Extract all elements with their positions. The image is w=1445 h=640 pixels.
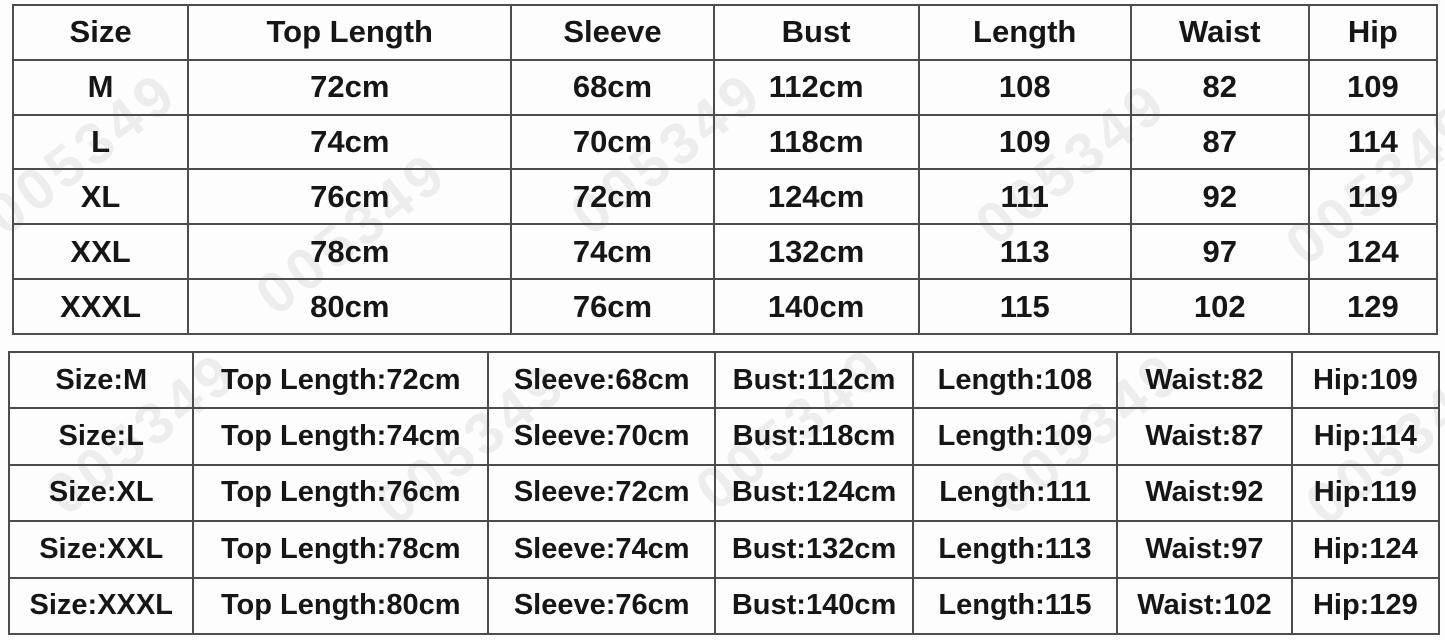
column-header: Bust	[712, 4, 920, 61]
table-row: Size:XXL Top Length:78cm Sleeve:74cm Bust:1…	[7, 520, 1441, 579]
table-cell: Top Length:72cm	[192, 350, 490, 410]
size-chart-grid-body: Size Top Length Sleeve Bust Length Waist Hip M 7…	[11, 4, 1439, 335]
table-cell: Length:111	[911, 463, 1119, 523]
table-cell: 109	[1307, 58, 1439, 116]
table-cell: Length:108	[911, 350, 1119, 410]
header-row: Size Top Length Sleeve Bust Length Waist Hip	[11, 4, 1439, 61]
table-cell: Length:113	[911, 520, 1119, 579]
table-cell: L	[11, 113, 190, 171]
column-header: Hip	[1307, 4, 1439, 61]
table-cell: Size:M	[7, 350, 195, 410]
table-cell: 109	[917, 113, 1132, 171]
table-cell: 129	[1307, 278, 1439, 335]
table-cell: Size:XXL	[7, 520, 195, 579]
table-row: Size:XL Top Length:76cm Sleeve:72cm Bust:12…	[7, 463, 1441, 523]
size-chart-grid-table: Size Top Length Sleeve Bust Length Waist Hip M 7…	[11, 4, 1439, 335]
table-cell: Waist:102	[1116, 576, 1293, 636]
table-cell: Waist:97	[1116, 520, 1293, 579]
table-cell: 70cm	[510, 113, 715, 171]
table-row: XL 76cm 72cm 124cm 111 92 119	[11, 168, 1439, 226]
table-cell: Size:XXXL	[7, 576, 195, 636]
table-cell: Sleeve:76cm	[487, 576, 717, 636]
table-cell: Hip:114	[1290, 407, 1441, 466]
table-cell: 111	[917, 168, 1132, 226]
table-cell: Top Length:80cm	[192, 576, 490, 636]
table-cell: 68cm	[510, 58, 715, 116]
table-cell: 113	[917, 223, 1132, 281]
table-cell: Sleeve:74cm	[487, 520, 717, 579]
table-cell: XXL	[11, 223, 190, 281]
table-cell: Bust:112cm	[714, 350, 914, 410]
table-row: L 74cm 70cm 118cm 109 87 114	[11, 113, 1439, 171]
table-cell: 114	[1307, 113, 1439, 171]
table-cell: Bust:124cm	[714, 463, 914, 523]
table-cell: Waist:92	[1116, 463, 1293, 523]
size-chart-labeled-body: Size:M Top Length:72cm Sleeve:68cm Bust:112…	[7, 350, 1441, 636]
table-cell: Bust:132cm	[714, 520, 914, 579]
table-cell: 124	[1307, 223, 1439, 281]
table-cell: 97	[1129, 223, 1310, 281]
column-header: Sleeve	[510, 4, 715, 61]
table-cell: Top Length:74cm	[192, 407, 490, 466]
table-cell: Top Length:78cm	[192, 520, 490, 579]
table-cell: 118cm	[712, 113, 920, 171]
table-cell: Top Length:76cm	[192, 463, 490, 523]
table-cell: Sleeve:68cm	[487, 350, 717, 410]
table-cell: Bust:118cm	[714, 407, 914, 466]
table-cell: Hip:109	[1290, 350, 1441, 410]
table-cell: 76cm	[510, 278, 715, 335]
table-cell: 72cm	[510, 168, 715, 226]
table-row: Size:L Top Length:74cm Sleeve:70cm Bust:118…	[7, 407, 1441, 466]
table-cell: Sleeve:70cm	[487, 407, 717, 466]
table-cell: XXXL	[11, 278, 190, 335]
column-header: Size	[11, 4, 190, 61]
table-cell: Waist:82	[1116, 350, 1293, 410]
table-row: Size:M Top Length:72cm Sleeve:68cm Bust:112…	[7, 350, 1441, 410]
table-row: Size:XXXL Top Length:80cm Sleeve:76cm Bust:…	[7, 576, 1441, 636]
table-cell: 87	[1129, 113, 1310, 171]
table-cell: Waist:87	[1116, 407, 1293, 466]
table-row: XXL 78cm 74cm 132cm 113 97 124	[11, 223, 1439, 281]
table-cell: 102	[1129, 278, 1310, 335]
table-cell: 124cm	[712, 168, 920, 226]
table-cell: Size:L	[7, 407, 195, 466]
table-cell: 76cm	[187, 168, 513, 226]
column-header: Length	[917, 4, 1132, 61]
table-cell: Bust:140cm	[714, 576, 914, 636]
table-cell: M	[11, 58, 190, 116]
table-cell: 74cm	[187, 113, 513, 171]
table-cell: 80cm	[187, 278, 513, 335]
table-cell: 108	[917, 58, 1132, 116]
table-cell: 112cm	[712, 58, 920, 116]
size-chart-labeled-table: Size:M Top Length:72cm Sleeve:68cm Bust:112…	[7, 350, 1441, 636]
table-cell: Length:109	[911, 407, 1119, 466]
table-cell: Hip:129	[1290, 576, 1441, 636]
table-cell: 82	[1129, 58, 1310, 116]
table-cell: 92	[1129, 168, 1310, 226]
column-header: Top Length	[187, 4, 513, 61]
table-cell: Hip:119	[1290, 463, 1441, 523]
table-cell: Sleeve:72cm	[487, 463, 717, 523]
table-cell: XL	[11, 168, 190, 226]
table-row: XXXL 80cm 76cm 140cm 115 102 129	[11, 278, 1439, 335]
table-cell: 132cm	[712, 223, 920, 281]
table-cell: 72cm	[187, 58, 513, 116]
table-row: M 72cm 68cm 112cm 108 82 109	[11, 58, 1439, 116]
table-cell: 119	[1307, 168, 1439, 226]
table-cell: Size:XL	[7, 463, 195, 523]
table-cell: 78cm	[187, 223, 513, 281]
table-cell: Hip:124	[1290, 520, 1441, 579]
table-cell: 115	[917, 278, 1132, 335]
column-header: Waist	[1129, 4, 1310, 61]
table-cell: 74cm	[510, 223, 715, 281]
table-cell: Length:115	[911, 576, 1119, 636]
table-cell: 140cm	[712, 278, 920, 335]
